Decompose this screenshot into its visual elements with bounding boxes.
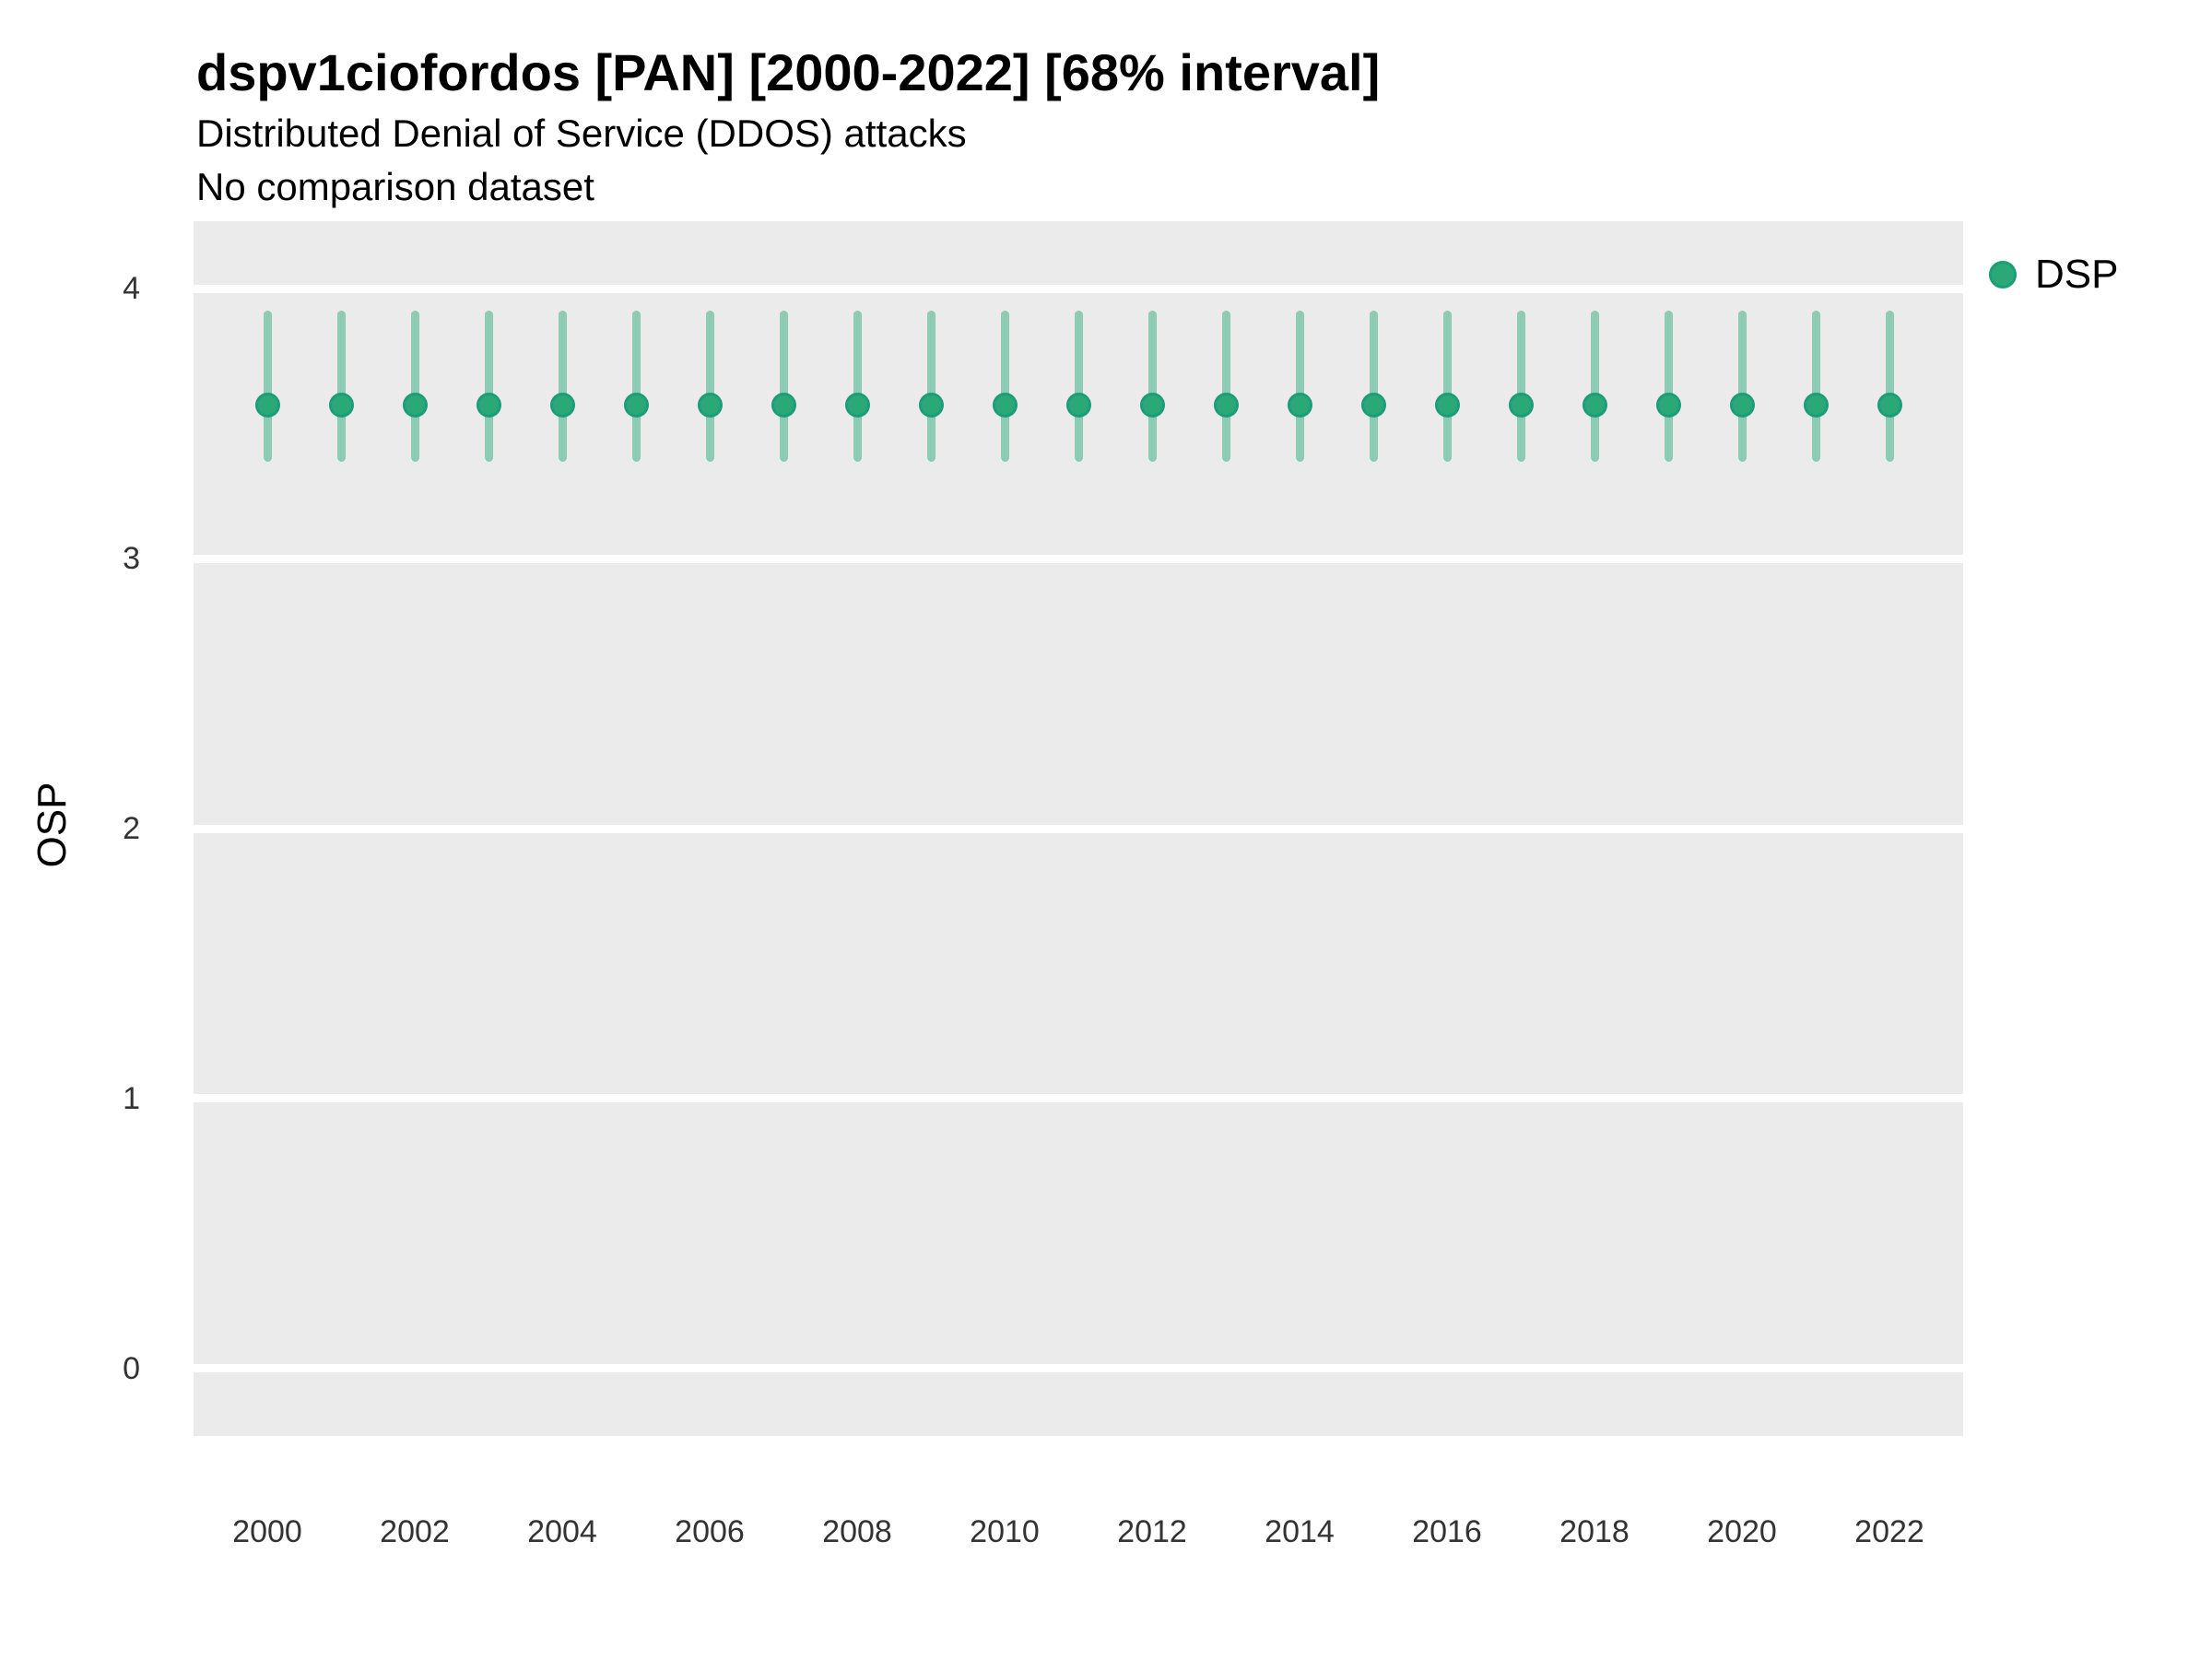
y-tick-label: 2 (123, 811, 140, 846)
interval-bar (1664, 310, 1673, 462)
gridline-y-4 (194, 284, 1963, 293)
data-point (623, 392, 649, 418)
comparison-note: No comparison dataset (196, 165, 594, 208)
interval-bar (779, 310, 788, 462)
data-point (254, 392, 280, 418)
interval-bar (1811, 310, 1820, 462)
data-point (1729, 392, 1755, 418)
data-point (992, 392, 1018, 418)
data-point (1655, 392, 1681, 418)
interval-bar (558, 310, 567, 462)
interval-bar (410, 310, 419, 462)
chart-subtitle: Distributed Denial of Service (DDOS) att… (196, 112, 967, 155)
interval-bar (1295, 310, 1304, 462)
y-tick-label: 1 (123, 1080, 140, 1116)
gridline-y-2 (194, 824, 1963, 833)
legend: DSP (1989, 251, 2118, 299)
x-tick-label: 2000 (232, 1514, 302, 1549)
x-tick-label: 2016 (1412, 1514, 1482, 1549)
legend-dot-icon (1989, 261, 2017, 288)
x-tick-label: 2004 (527, 1514, 597, 1549)
data-point (918, 392, 944, 418)
data-point (1508, 392, 1534, 418)
data-point (1360, 392, 1386, 418)
interval-bar (1442, 310, 1452, 462)
x-tick-label: 2022 (1854, 1514, 1924, 1549)
interval-bar (1590, 310, 1599, 462)
interval-bar (1516, 310, 1525, 462)
gridline-y-0 (194, 1364, 1963, 1373)
interval-bar (926, 310, 935, 462)
interval-bar (1369, 310, 1378, 462)
interval-bar (705, 310, 714, 462)
data-point (1213, 392, 1239, 418)
gridline-y-3 (194, 554, 1963, 563)
gridline-y-1 (194, 1094, 1963, 1103)
interval-bar (336, 310, 346, 462)
x-tick-label: 2012 (1117, 1514, 1187, 1549)
data-point (328, 392, 354, 418)
data-point (697, 392, 723, 418)
interval-bar (853, 310, 862, 462)
interval-bar (1000, 310, 1009, 462)
legend-label: DSP (2035, 252, 2119, 297)
chart-title: dspv1ciofordos [PAN] [2000-2022] [68% in… (196, 43, 1381, 101)
y-tick-label: 3 (123, 541, 140, 577)
y-tick-label: 0 (123, 1350, 140, 1386)
y-tick-label: 4 (123, 271, 140, 307)
data-point (1877, 392, 1902, 418)
interval-bar (1147, 310, 1157, 462)
interval-bar (1074, 310, 1083, 462)
interval-bar (484, 310, 493, 462)
data-point (402, 392, 428, 418)
data-point (771, 392, 796, 418)
interval-bar (1885, 310, 1894, 462)
x-tick-label: 2010 (970, 1514, 1040, 1549)
interval-bar (263, 310, 272, 462)
x-tick-label: 2014 (1265, 1514, 1335, 1549)
data-point (1582, 392, 1607, 418)
interval-bar (1221, 310, 1230, 462)
data-point (1139, 392, 1165, 418)
data-point (844, 392, 870, 418)
interval-bar (631, 310, 641, 462)
data-point (1065, 392, 1091, 418)
x-tick-label: 2008 (822, 1514, 892, 1549)
data-point (1434, 392, 1460, 418)
data-point (1287, 392, 1312, 418)
x-tick-label: 2018 (1559, 1514, 1630, 1549)
interval-bar (1737, 310, 1747, 462)
data-point (549, 392, 575, 418)
data-point (476, 392, 501, 418)
data-point (1803, 392, 1829, 418)
x-tick-label: 2020 (1707, 1514, 1777, 1549)
x-tick-label: 2006 (675, 1514, 745, 1549)
x-tick-label: 2002 (380, 1514, 450, 1549)
